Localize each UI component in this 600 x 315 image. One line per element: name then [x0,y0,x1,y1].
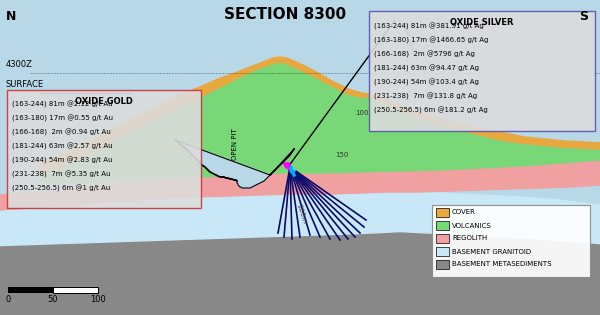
Text: (181-244) 63m @2.57 g/t Au: (181-244) 63m @2.57 g/t Au [12,143,113,151]
Text: 0: 0 [5,295,11,304]
Bar [436,247,449,256]
Text: S: S [579,10,588,23]
Text: (231-238)  7m @5.35 g/t Au: (231-238) 7m @5.35 g/t Au [12,171,110,179]
Text: 260m: 260m [296,203,308,224]
Text: OPEN PIT: OPEN PIT [232,128,238,160]
Polygon shape [40,57,600,175]
Bar [436,208,449,217]
Text: (163-180) 17m @0.55 g/t Au: (163-180) 17m @0.55 g/t Au [12,115,113,123]
Text: (190-244) 54m @2.83 g/t Au: (190-244) 54m @2.83 g/t Au [12,157,113,164]
Text: (231-238)  7m @131.8 g/t Ag: (231-238) 7m @131.8 g/t Ag [374,92,477,100]
Bar [436,221,449,230]
Point [287,168,297,173]
Text: (250.5-256.5) 6m @181.2 g/t Ag: (250.5-256.5) 6m @181.2 g/t Ag [374,106,488,113]
Text: 50: 50 [48,295,58,304]
Text: (166-168)  2m @0.94 g/t Au: (166-168) 2m @0.94 g/t Au [12,129,111,136]
Text: COVER: COVER [452,209,476,215]
Text: N: N [6,10,16,23]
Text: 50: 50 [375,65,384,71]
Text: REGOLITH: REGOLITH [452,236,487,242]
Polygon shape [0,192,600,315]
Bar [432,205,590,277]
Text: (163-180) 17m @1466.65 g/t Ag: (163-180) 17m @1466.65 g/t Ag [374,36,488,43]
Bar [53,287,98,293]
Text: BASEMENT GRANITOID: BASEMENT GRANITOID [452,249,531,255]
Text: 100: 100 [355,110,368,116]
Bar [8,287,53,293]
FancyBboxPatch shape [7,90,201,208]
Text: 100: 100 [90,295,106,304]
Text: VOLCANICS: VOLCANICS [452,222,492,228]
Text: OXIDE SILVER: OXIDE SILVER [450,18,514,27]
Text: (181-244) 63m @94.47 g/t Ag: (181-244) 63m @94.47 g/t Ag [374,64,479,72]
Polygon shape [0,148,600,210]
Text: 4300Z: 4300Z [6,60,33,69]
Text: (166-168)  2m @5796 g/t Ag: (166-168) 2m @5796 g/t Ag [374,50,475,58]
Text: SECTION 8300: SECTION 8300 [224,7,346,22]
Polygon shape [0,233,600,315]
Text: 150: 150 [335,152,349,158]
Text: OXIDE GOLD: OXIDE GOLD [75,97,133,106]
Bar [436,260,449,269]
Text: (163-244) 81m @381.91 g/t Ag: (163-244) 81m @381.91 g/t Ag [374,22,484,30]
Text: (190-244) 54m @103.4 g/t Ag: (190-244) 54m @103.4 g/t Ag [374,78,479,85]
Text: (163-244) 81m @2.12 g/t Au: (163-244) 81m @2.12 g/t Au [12,101,113,108]
FancyBboxPatch shape [369,11,595,131]
Text: SURFACE: SURFACE [6,80,44,89]
Text: DDH-20-027: DDH-20-027 [400,23,417,61]
Polygon shape [40,62,600,185]
Bar [436,234,449,243]
Text: (250.5-256.5) 6m @1 g/t Au: (250.5-256.5) 6m @1 g/t Au [12,185,110,192]
Text: BASEMENT METASEDIMENTS: BASEMENT METASEDIMENTS [452,261,551,267]
Polygon shape [175,140,294,188]
Point [282,163,292,168]
